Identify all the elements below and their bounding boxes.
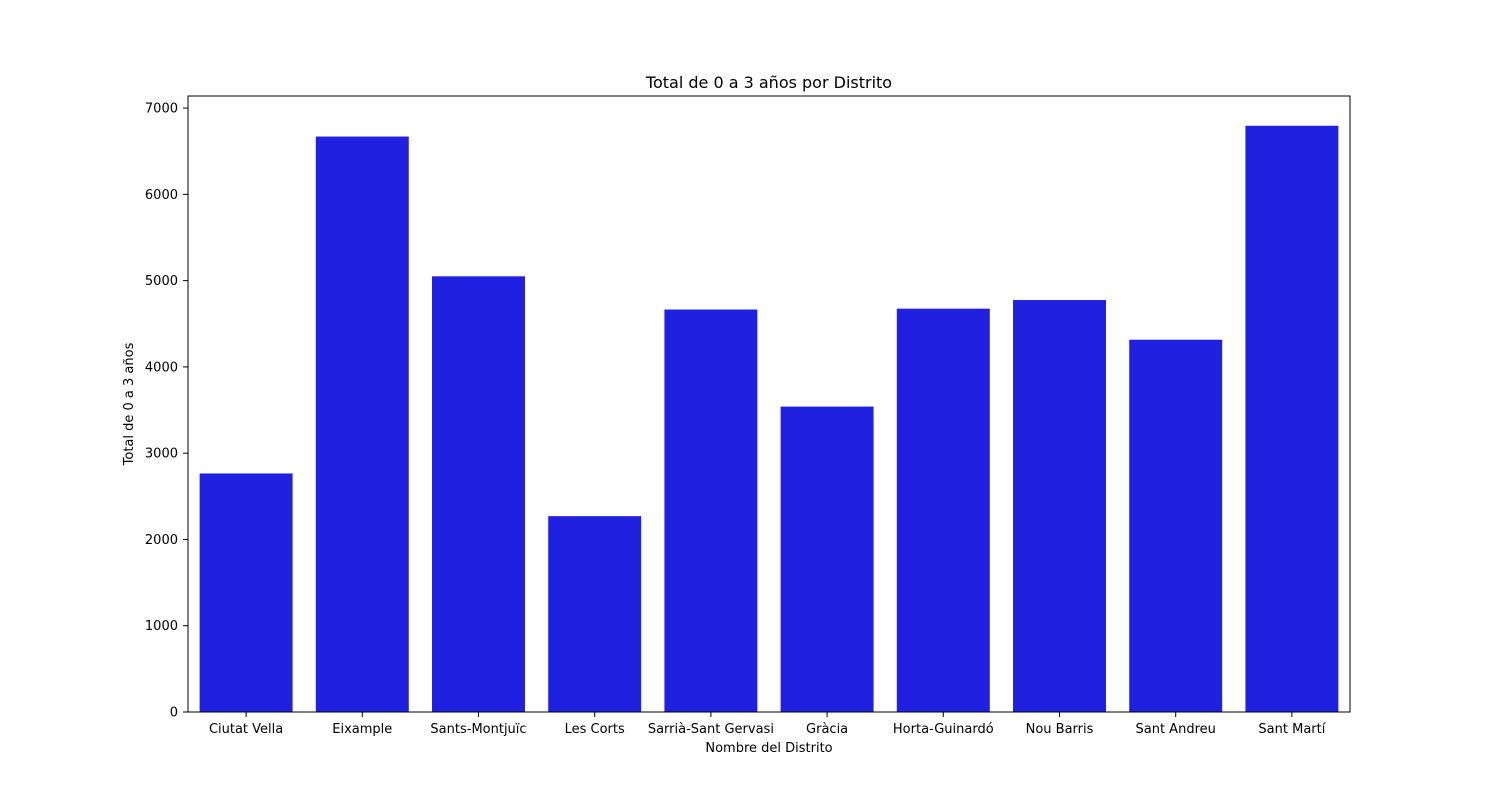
x-axis-label: Nombre del Distrito xyxy=(705,741,832,756)
y-tick-label: 2000 xyxy=(145,533,178,548)
y-axis-label: Total de 0 a 3 años xyxy=(122,342,137,466)
x-tick-label: Sant Martí xyxy=(1258,722,1325,737)
chart-title: Total de 0 a 3 años por Distrito xyxy=(645,73,892,92)
bar-sarri-sant-gervasi xyxy=(664,309,758,712)
bar-eixample xyxy=(315,136,409,713)
y-tick-label: 3000 xyxy=(145,447,178,462)
x-tick-label: Gràcia xyxy=(806,722,848,737)
x-tick-label: Sant Andreu xyxy=(1136,722,1216,737)
plot-frame xyxy=(187,95,1351,713)
x-tick-label: Sants-Montjuïc xyxy=(430,722,526,737)
bar-gr-cia xyxy=(780,406,874,712)
y-tick-label: 4000 xyxy=(145,360,178,375)
y-tick-label: 0 xyxy=(170,706,178,721)
x-tick-label: Les Corts xyxy=(565,722,625,737)
x-tick-label: Ciutat Vella xyxy=(209,722,283,737)
x-tick-label: Eixample xyxy=(332,722,392,737)
bar-ciutat-vella xyxy=(199,473,293,712)
x-tick-label: Horta-Guinardó xyxy=(893,722,994,737)
bar-sant-andreu xyxy=(1129,339,1223,712)
bar-les-corts xyxy=(548,516,642,712)
y-tick-label: 5000 xyxy=(145,274,178,289)
bar-sants-montju-c xyxy=(432,276,525,712)
x-tick-label: Nou Barris xyxy=(1026,722,1094,737)
y-tick-label: 1000 xyxy=(145,619,178,634)
bar-horta-guinard- xyxy=(896,308,990,712)
y-tick-label: 7000 xyxy=(145,102,178,117)
y-tick-label: 6000 xyxy=(145,188,178,203)
x-tick-label: Sarrià-Sant Gervasi xyxy=(648,722,774,737)
bar-nou-barris xyxy=(1013,300,1106,712)
bar-sant-mart- xyxy=(1245,125,1339,712)
plot-area: 0 1000 2000 3000 4000 5000 6000 7000 Ciutat Vell… xyxy=(145,95,1351,737)
